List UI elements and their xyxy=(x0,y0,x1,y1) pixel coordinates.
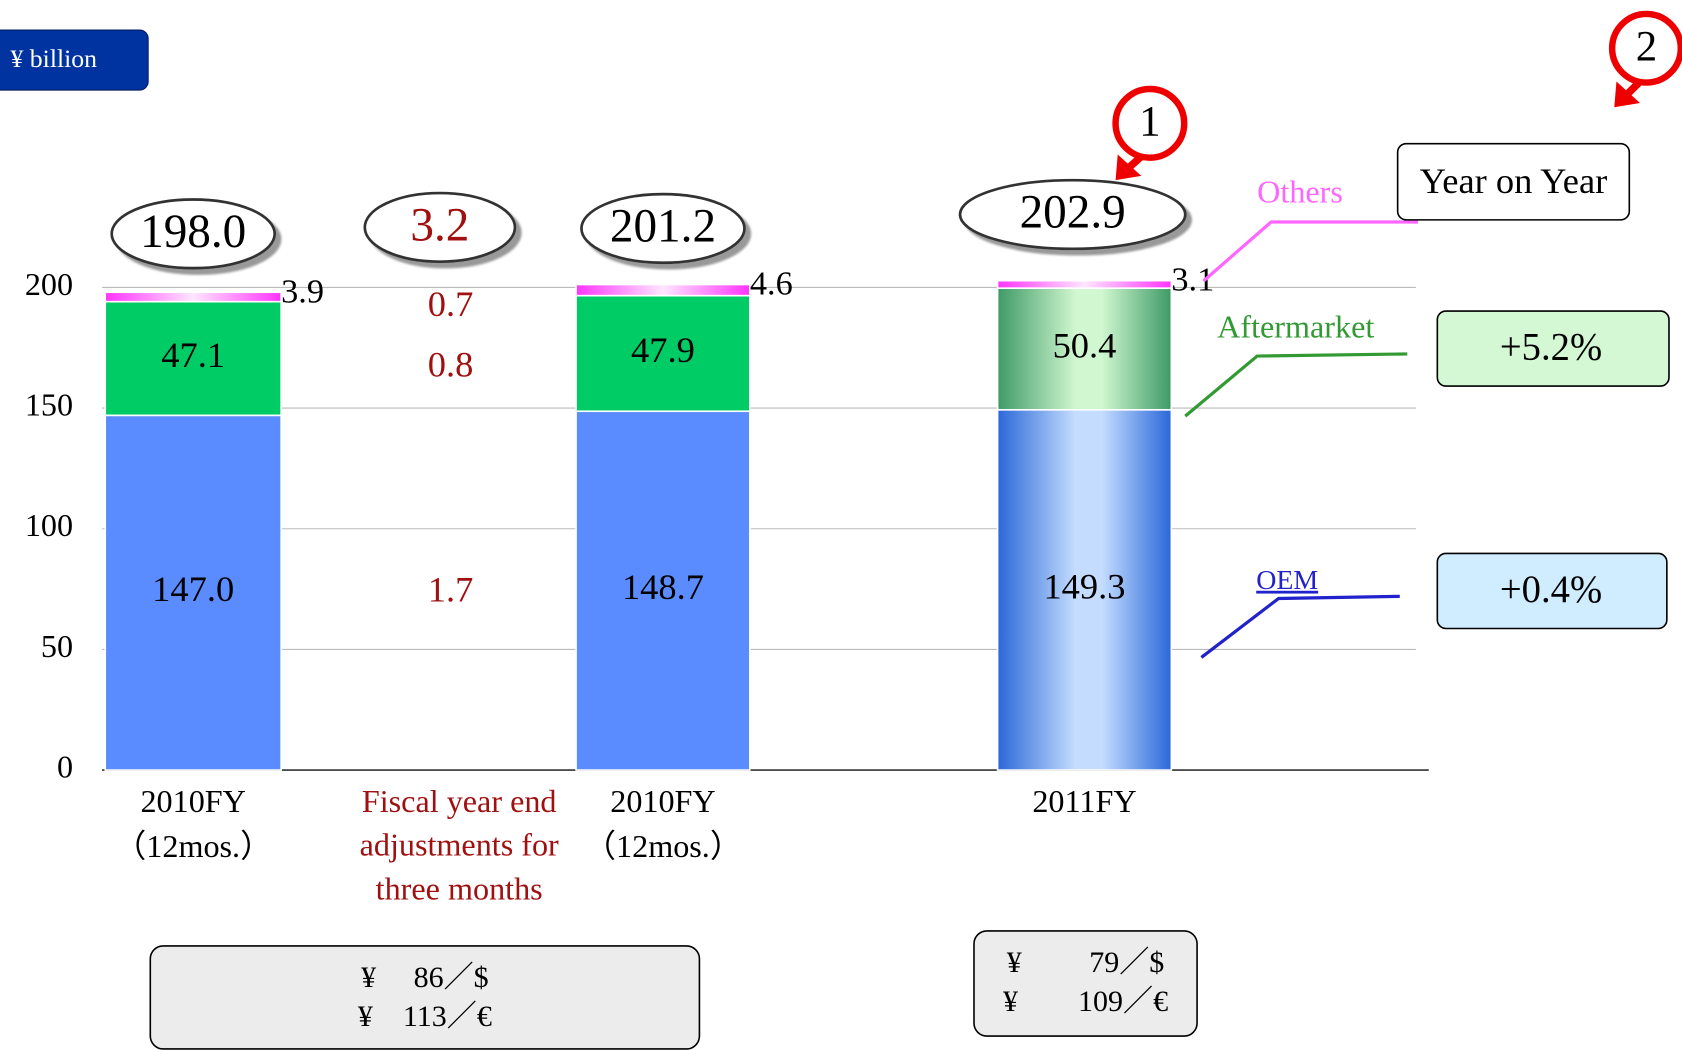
adjustment-label: Fiscal year end xyxy=(362,783,557,819)
marker-arrowhead xyxy=(1614,81,1641,108)
value-label: 47.9 xyxy=(631,330,695,370)
adjustment-value: 0.8 xyxy=(428,344,474,384)
adjustment-label: adjustments for xyxy=(360,827,559,863)
adjustment-value: 0.7 xyxy=(428,284,474,324)
exchange-rate: ¥ 86／$ xyxy=(361,961,489,994)
x-tick-label: （12mos.） xyxy=(584,828,742,864)
bar-segment xyxy=(104,291,282,303)
legend-line xyxy=(1202,220,1419,283)
y-tick-label: 100 xyxy=(25,507,73,543)
value-label: 47.1 xyxy=(161,335,225,375)
yoy-oem-box xyxy=(1436,552,1668,630)
legend-label: Others xyxy=(1257,174,1343,210)
x-tick-label: （12mos.） xyxy=(114,828,272,864)
total-label: 202.9 xyxy=(1020,186,1126,238)
marker-label: 1 xyxy=(1139,98,1160,145)
legend-line xyxy=(1200,594,1400,659)
exchange-box xyxy=(149,945,701,1050)
total-label: 3.2 xyxy=(410,199,469,251)
total-oval xyxy=(110,198,277,270)
marker-arrowhead xyxy=(1115,154,1142,181)
exchange-rate: ¥ 109／€ xyxy=(1003,985,1168,1018)
y-tick-label: 50 xyxy=(41,628,73,664)
x-tick-label: 2010FY xyxy=(140,783,245,819)
bar-segment xyxy=(575,283,751,297)
value-label: 4.6 xyxy=(750,265,793,303)
value-label: 147.0 xyxy=(152,569,234,609)
marker-circle xyxy=(1112,85,1188,161)
bar-segment xyxy=(996,287,1173,411)
value-label: 149.3 xyxy=(1043,566,1125,606)
bar-segment xyxy=(996,408,1173,771)
unit-badge xyxy=(0,29,149,91)
adjustment-value: 1.7 xyxy=(428,569,474,609)
exchange-box xyxy=(973,930,1198,1037)
bar-segment xyxy=(104,300,282,417)
value-label: 3.1 xyxy=(1171,261,1214,299)
legend-label: OEM xyxy=(1256,565,1318,596)
total-label: 198.0 xyxy=(140,206,246,258)
total-label: 201.2 xyxy=(610,200,716,252)
y-tick-label: 150 xyxy=(25,386,73,422)
y-tick-label: 0 xyxy=(57,748,73,784)
bar-segment xyxy=(575,294,751,413)
marker-label: 2 xyxy=(1636,23,1657,70)
yoy-oem: +0.4% xyxy=(1500,569,1602,611)
yoy-title: Year on Year xyxy=(1420,161,1608,201)
legend-line xyxy=(1184,352,1408,418)
yoy-aftermarket-box xyxy=(1436,310,1670,387)
bar-segment xyxy=(104,414,282,771)
total-oval xyxy=(958,178,1187,251)
bar-segment xyxy=(575,410,751,771)
marker-circle xyxy=(1608,10,1682,86)
x-tick-label: 2011FY xyxy=(1032,783,1136,819)
value-label: 3.9 xyxy=(281,272,324,310)
bar-segment xyxy=(996,279,1173,289)
y-tick-label: 200 xyxy=(25,266,73,302)
exchange-rate: ¥ 79／$ xyxy=(1007,946,1165,979)
value-label: 148.7 xyxy=(622,567,704,607)
total-oval xyxy=(363,191,517,264)
legend-label: Aftermarket xyxy=(1217,309,1374,345)
adjustment-label: three months xyxy=(376,871,543,907)
total-oval xyxy=(580,192,746,265)
exchange-rate: ¥ 113／€ xyxy=(358,1000,492,1033)
yoy-aftermarket: +5.2% xyxy=(1500,327,1602,369)
yoy-box xyxy=(1396,142,1631,221)
x-tick-label: 2010FY xyxy=(610,783,715,819)
value-label: 50.4 xyxy=(1053,325,1117,365)
unit-label: ¥ billion xyxy=(11,44,98,73)
